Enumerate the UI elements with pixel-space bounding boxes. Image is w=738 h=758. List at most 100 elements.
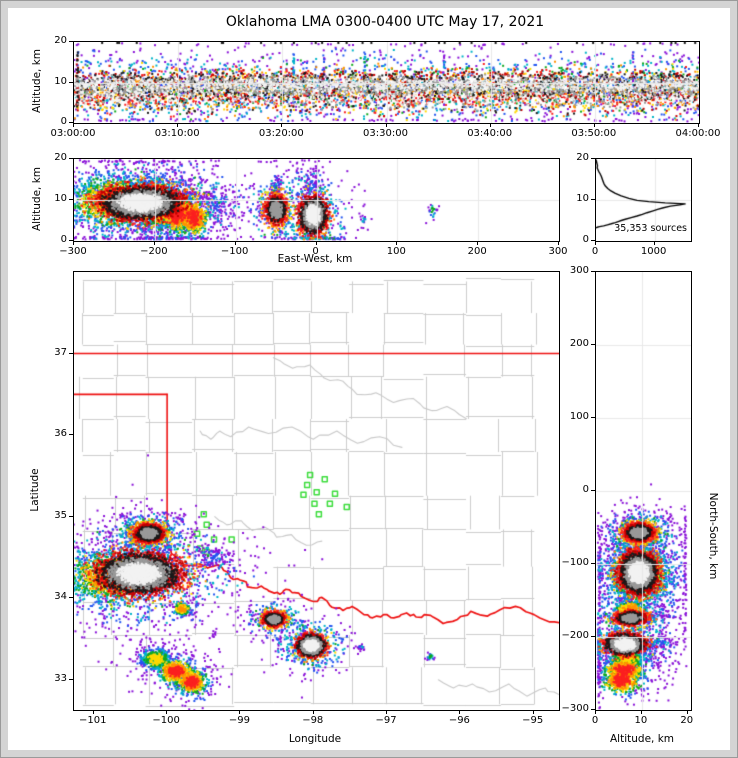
figure-title: Oklahoma LMA 0300-0400 UTC May 17, 2021	[225, 14, 545, 30]
ns-x-tick-mark	[595, 710, 596, 714]
top-x-tick-mark	[177, 123, 179, 127]
ew-x-tick-label: −200	[140, 246, 168, 257]
hist-y-tick-label: 0	[582, 234, 589, 245]
ew-x-tick-mark	[234, 241, 236, 245]
top-y-tick-label: 0	[60, 116, 67, 127]
ns-y-tick-mark	[591, 709, 595, 710]
top-x-tick-label: 03:50:00	[571, 128, 617, 139]
top-x-tick-mark	[489, 123, 491, 127]
map-y-tick-label: 33	[54, 672, 67, 684]
ew-x-tick-label: 200	[467, 246, 487, 257]
top-y-tick-mark	[69, 122, 73, 123]
ns-y-tick-label: 0	[582, 484, 589, 495]
ns-x-tick-label: 0	[591, 715, 599, 726]
ew-y-tick-label: 10	[54, 193, 67, 204]
ew-height-canvas	[74, 159, 559, 241]
hist-x-tick-label: 0	[591, 246, 599, 257]
ns-y-tick-mark	[591, 417, 595, 418]
ew-y-tick-mark	[69, 199, 73, 200]
source-count-annotation: 35,353 sources	[614, 223, 687, 234]
ns-y-tick-label: −300	[561, 703, 589, 714]
ew-x-tick-label: 300	[548, 246, 568, 257]
map-x-tick-mark	[386, 710, 388, 714]
top-x-tick-label: 04:00:00	[675, 128, 721, 139]
ew-x-tick-mark	[477, 241, 479, 245]
ew-x-tick-label: −300	[59, 246, 87, 257]
map-y-tick-mark	[69, 597, 73, 599]
time-height-canvas	[74, 42, 699, 123]
map-x-tick-label: −95	[522, 715, 544, 726]
top-y-tick-mark	[69, 41, 73, 42]
top-x-tick-mark	[593, 123, 595, 127]
map-y-tick-label: 36	[54, 428, 67, 440]
top-x-tick-label: 03:30:00	[363, 128, 408, 139]
ew-y-tick-label: 0	[60, 234, 67, 245]
ew-x-tick-mark	[73, 241, 74, 245]
ns-y-tick-mark	[591, 490, 595, 491]
ew-x-tick-label: 0	[312, 246, 319, 257]
map-x-tick-mark	[459, 710, 461, 714]
top-y-tick-label: 20	[54, 35, 67, 46]
map-x-tick-label: −97	[375, 715, 397, 726]
plan-view-map-panel	[73, 271, 560, 711]
ew-x-tick-mark	[153, 241, 155, 245]
altitude-histogram-panel: 35,353 sources	[595, 158, 692, 242]
top-x-tick-mark	[73, 123, 74, 127]
ns-y-tick-mark	[591, 344, 595, 345]
ns-x-tick-label: 10	[634, 715, 648, 726]
hist-x-tick-mark	[653, 241, 655, 245]
ns-y-tick-label: 200	[569, 338, 589, 349]
ew-x-tick-mark	[558, 241, 559, 245]
top-y-tick-label: 10	[54, 75, 67, 87]
ns-y-tick-label: 300	[569, 265, 589, 276]
top-x-tick-mark	[385, 123, 387, 127]
top-x-tick-mark	[698, 123, 699, 127]
map-y-tick-mark	[69, 434, 73, 436]
ew-y-tick-mark	[69, 158, 73, 159]
ns-height-canvas	[596, 272, 691, 710]
top-x-tick-label: 03:40:00	[467, 128, 513, 139]
map-xlabel-longitude: Longitude	[288, 733, 342, 745]
ns-x-tick-label: 20	[680, 715, 694, 726]
map-x-tick-label: −96	[448, 715, 470, 726]
top-x-tick-label: 03:20:00	[258, 128, 304, 139]
hist-y-tick-mark	[591, 158, 595, 159]
map-y-tick-label: 34	[54, 591, 67, 603]
ew-y-tick-label: 20	[54, 152, 67, 163]
map-x-tick-label: −101	[79, 715, 107, 726]
ns-ylabel-north-south: North-South, km	[707, 492, 719, 580]
map-x-tick-mark	[166, 710, 168, 714]
ns-y-tick-label: 100	[569, 411, 589, 422]
map-y-tick-mark	[69, 352, 73, 354]
ew-xlabel-east-west: East-West, km	[277, 253, 353, 265]
map-x-tick-label: −100	[152, 715, 180, 726]
time-height-panel	[73, 41, 700, 124]
altitude-histogram-canvas	[596, 159, 691, 241]
map-ylabel-latitude: Latitude	[29, 468, 41, 512]
ew-height-panel	[73, 158, 560, 242]
ns-y-tick-mark	[591, 563, 595, 564]
plan-view-map-canvas	[74, 272, 559, 710]
top-y-tick-mark	[69, 81, 73, 83]
map-y-tick-label: 37	[54, 346, 67, 358]
hist-y-tick-label: 10	[576, 193, 589, 204]
ew-x-tick-label: −100	[220, 246, 249, 257]
ns-xlabel-altitude: Altitude, km	[609, 733, 675, 745]
ns-x-tick-mark	[640, 710, 642, 714]
hist-x-tick-label: 1000	[640, 246, 667, 257]
top-x-tick-label: 03:10:00	[154, 128, 200, 139]
ns-y-tick-label: −100	[561, 557, 589, 568]
map-y-tick-label: 35	[54, 509, 67, 521]
top-x-tick-mark	[281, 123, 283, 127]
ns-x-tick-mark	[686, 710, 688, 714]
hist-x-tick-mark	[595, 241, 596, 245]
ns-y-tick-label: −200	[561, 630, 589, 641]
map-x-tick-mark	[532, 710, 534, 714]
ns-y-tick-mark	[591, 271, 595, 272]
map-x-tick-label: −98	[302, 715, 324, 726]
map-x-tick-mark	[312, 710, 314, 714]
ns-height-panel	[595, 271, 692, 711]
map-y-tick-mark	[69, 515, 73, 517]
top-x-tick-label: 03:00:00	[50, 128, 96, 139]
map-y-tick-mark	[69, 678, 73, 680]
